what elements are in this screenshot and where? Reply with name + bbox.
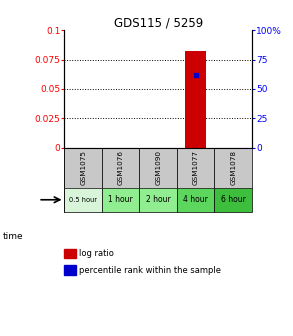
Text: 0.5 hour: 0.5 hour bbox=[69, 197, 97, 203]
Text: GSM1077: GSM1077 bbox=[193, 150, 199, 185]
Text: GSM1075: GSM1075 bbox=[80, 150, 86, 185]
FancyBboxPatch shape bbox=[139, 148, 177, 188]
FancyBboxPatch shape bbox=[64, 148, 102, 188]
FancyBboxPatch shape bbox=[214, 148, 252, 188]
FancyBboxPatch shape bbox=[139, 188, 177, 212]
Text: GSM1078: GSM1078 bbox=[230, 150, 236, 185]
FancyBboxPatch shape bbox=[102, 148, 139, 188]
FancyBboxPatch shape bbox=[214, 188, 252, 212]
FancyBboxPatch shape bbox=[64, 188, 102, 212]
Title: GDS115 / 5259: GDS115 / 5259 bbox=[114, 16, 203, 29]
Bar bbox=[185, 51, 206, 148]
Text: percentile rank within the sample: percentile rank within the sample bbox=[79, 266, 221, 275]
Text: 2 hour: 2 hour bbox=[146, 195, 171, 204]
Text: 6 hour: 6 hour bbox=[221, 195, 246, 204]
Text: GSM1090: GSM1090 bbox=[155, 150, 161, 185]
FancyBboxPatch shape bbox=[177, 148, 214, 188]
FancyBboxPatch shape bbox=[102, 188, 139, 212]
Text: log ratio: log ratio bbox=[79, 249, 114, 258]
Text: time: time bbox=[3, 233, 23, 241]
Text: 4 hour: 4 hour bbox=[183, 195, 208, 204]
FancyBboxPatch shape bbox=[177, 188, 214, 212]
Text: GSM1076: GSM1076 bbox=[118, 150, 124, 185]
Text: 1 hour: 1 hour bbox=[108, 195, 133, 204]
